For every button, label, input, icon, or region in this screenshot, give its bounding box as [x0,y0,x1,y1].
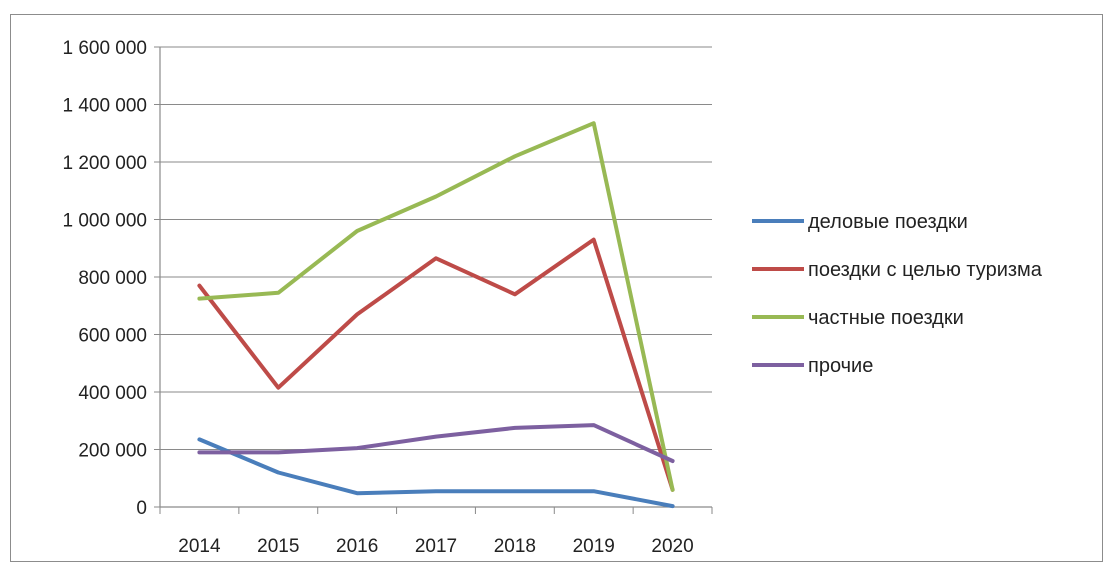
legend-label: поездки с целью туризма [808,259,1043,281]
y-tick-labels: 0 200 000 400 000 600 000 800 000 1 000 000 1 … [62,38,147,519]
x-tick-label: 2015 [257,536,299,557]
gridlines [160,46,712,450]
y-tick-label: 1 200 000 [62,153,147,174]
legend-label: деловые поездки [808,211,968,233]
x-tick-labels: 2014 2015 2016 2017 2018 2019 2020 [178,536,693,557]
series-lines [197,121,675,509]
y-tick-label: 800 000 [78,268,147,289]
series-line [197,121,675,492]
x-tick-label: 2017 [415,536,457,557]
y-tick-label: 1 600 000 [62,38,147,59]
y-tick-label: 0 [136,498,147,519]
legend: деловые поездки поездки с целью туризма ча… [752,211,1043,377]
series-line [197,437,675,509]
y-tick-label: 200 000 [78,441,147,462]
legend-label: прочие [808,355,873,377]
y-tick-label: 1 400 000 [62,96,147,117]
x-tick-label: 2018 [494,536,536,557]
chart-frame [10,14,1103,562]
x-tick-label: 2014 [178,536,221,557]
axes [154,46,713,514]
y-tick-label: 1 000 000 [62,211,147,232]
legend-label: частные поездки [808,307,964,329]
y-tick-label: 400 000 [78,383,147,404]
series-line [197,237,675,492]
x-tick-label: 2016 [336,536,378,557]
series-line [197,423,675,463]
x-tick-label: 2020 [651,536,693,557]
y-tick-label: 600 000 [78,326,147,347]
x-tick-label: 2019 [573,536,615,557]
